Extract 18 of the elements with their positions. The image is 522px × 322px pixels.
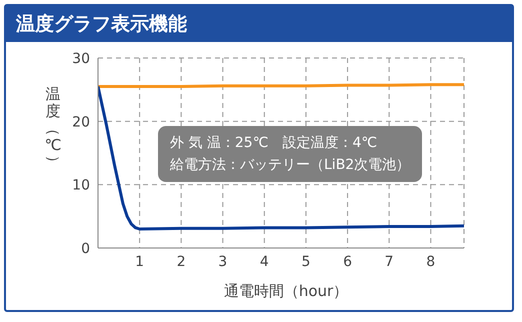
x-tick-label: 1 xyxy=(135,254,144,270)
x-tick-label: 6 xyxy=(343,254,352,270)
x-axis-title: 通電時間（hour） xyxy=(222,282,350,301)
x-tick-label: 3 xyxy=(218,254,228,270)
x-tick-label: 7 xyxy=(384,254,394,270)
x-tick-label: 5 xyxy=(301,254,310,270)
y-tick-label: 0 xyxy=(81,240,90,257)
annotation: 給電方法：バッテリー（LiB2次電池） xyxy=(170,156,410,175)
x-tick-label: 2 xyxy=(176,254,186,270)
x-tick-label: 4 xyxy=(260,254,269,270)
y-tick-label: 30 xyxy=(72,50,90,67)
chart-title: 温度グラフ表示機能 xyxy=(6,6,512,42)
x-tick-label: 8 xyxy=(426,254,436,270)
annotation: 外 気 温：25℃ 設定温度：4℃ xyxy=(170,134,378,153)
y-tick-label: 20 xyxy=(72,114,90,130)
line-series xyxy=(98,85,464,230)
y-tick-label: 10 xyxy=(72,178,90,194)
y-axis-title: 温度（℃） xyxy=(44,85,62,172)
